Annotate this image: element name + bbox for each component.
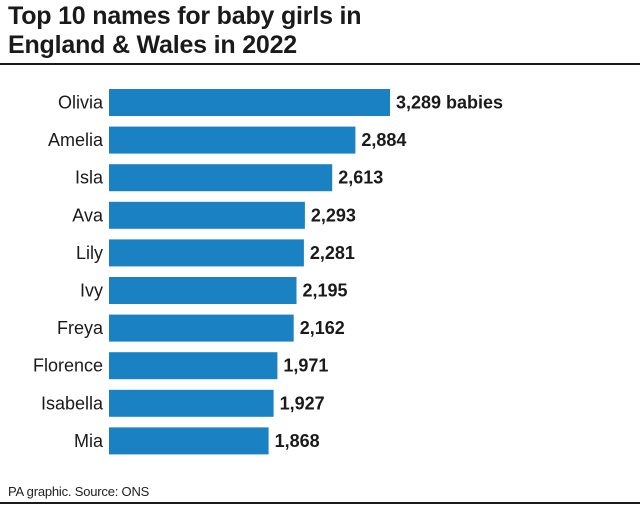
source-note: PA graphic. Source: ONS — [8, 484, 150, 499]
value-label-freya: 2,162 — [300, 318, 345, 338]
category-label-ava: Ava — [72, 205, 104, 225]
chart-title: Top 10 names for baby girls in England &… — [8, 2, 608, 60]
value-label-isla: 2,613 — [338, 168, 383, 188]
category-label-amelia: Amelia — [48, 130, 104, 150]
chart-title-line-1: Top 10 names for baby girls in — [8, 2, 362, 30]
value-label-lily: 2,281 — [310, 243, 355, 263]
value-label-isabella: 1,927 — [280, 393, 325, 413]
bar-ivy — [109, 277, 297, 304]
top-divider — [0, 63, 640, 65]
bar-mia — [109, 427, 269, 455]
category-label-lily: Lily — [76, 243, 103, 263]
bar-isla — [109, 164, 333, 192]
category-label-isla: Isla — [75, 168, 104, 188]
category-label-isabella: Isabella — [41, 393, 104, 413]
value-label-amelia: 2,884 — [361, 130, 406, 150]
bar-freya — [109, 314, 294, 342]
bar-ava — [109, 201, 305, 229]
bar-chart: Olivia 3,289 babies Amelia 2,884 Isla 2,613 Av… — [33, 89, 503, 455]
value-label-florence: 1,971 — [283, 356, 328, 376]
bar-isabella — [109, 389, 274, 417]
category-label-olivia: Olivia — [58, 93, 104, 113]
value-label-ivy: 2,195 — [303, 281, 348, 301]
category-label-florence: Florence — [33, 356, 103, 376]
bar-amelia — [109, 126, 356, 154]
category-label-ivy: Ivy — [80, 281, 103, 301]
bottom-divider — [0, 502, 640, 504]
bar-lily — [109, 239, 304, 267]
category-label-mia: Mia — [74, 431, 104, 451]
value-label-ava: 2,293 — [311, 205, 356, 225]
bar-olivia — [109, 89, 390, 116]
value-label-mia: 1,868 — [275, 431, 320, 451]
value-label-olivia: 3,289 babies — [396, 93, 503, 113]
chart-title-line-2: England & Wales in 2022 — [8, 31, 298, 59]
category-label-freya: Freya — [57, 318, 104, 338]
bar-florence — [109, 352, 278, 380]
